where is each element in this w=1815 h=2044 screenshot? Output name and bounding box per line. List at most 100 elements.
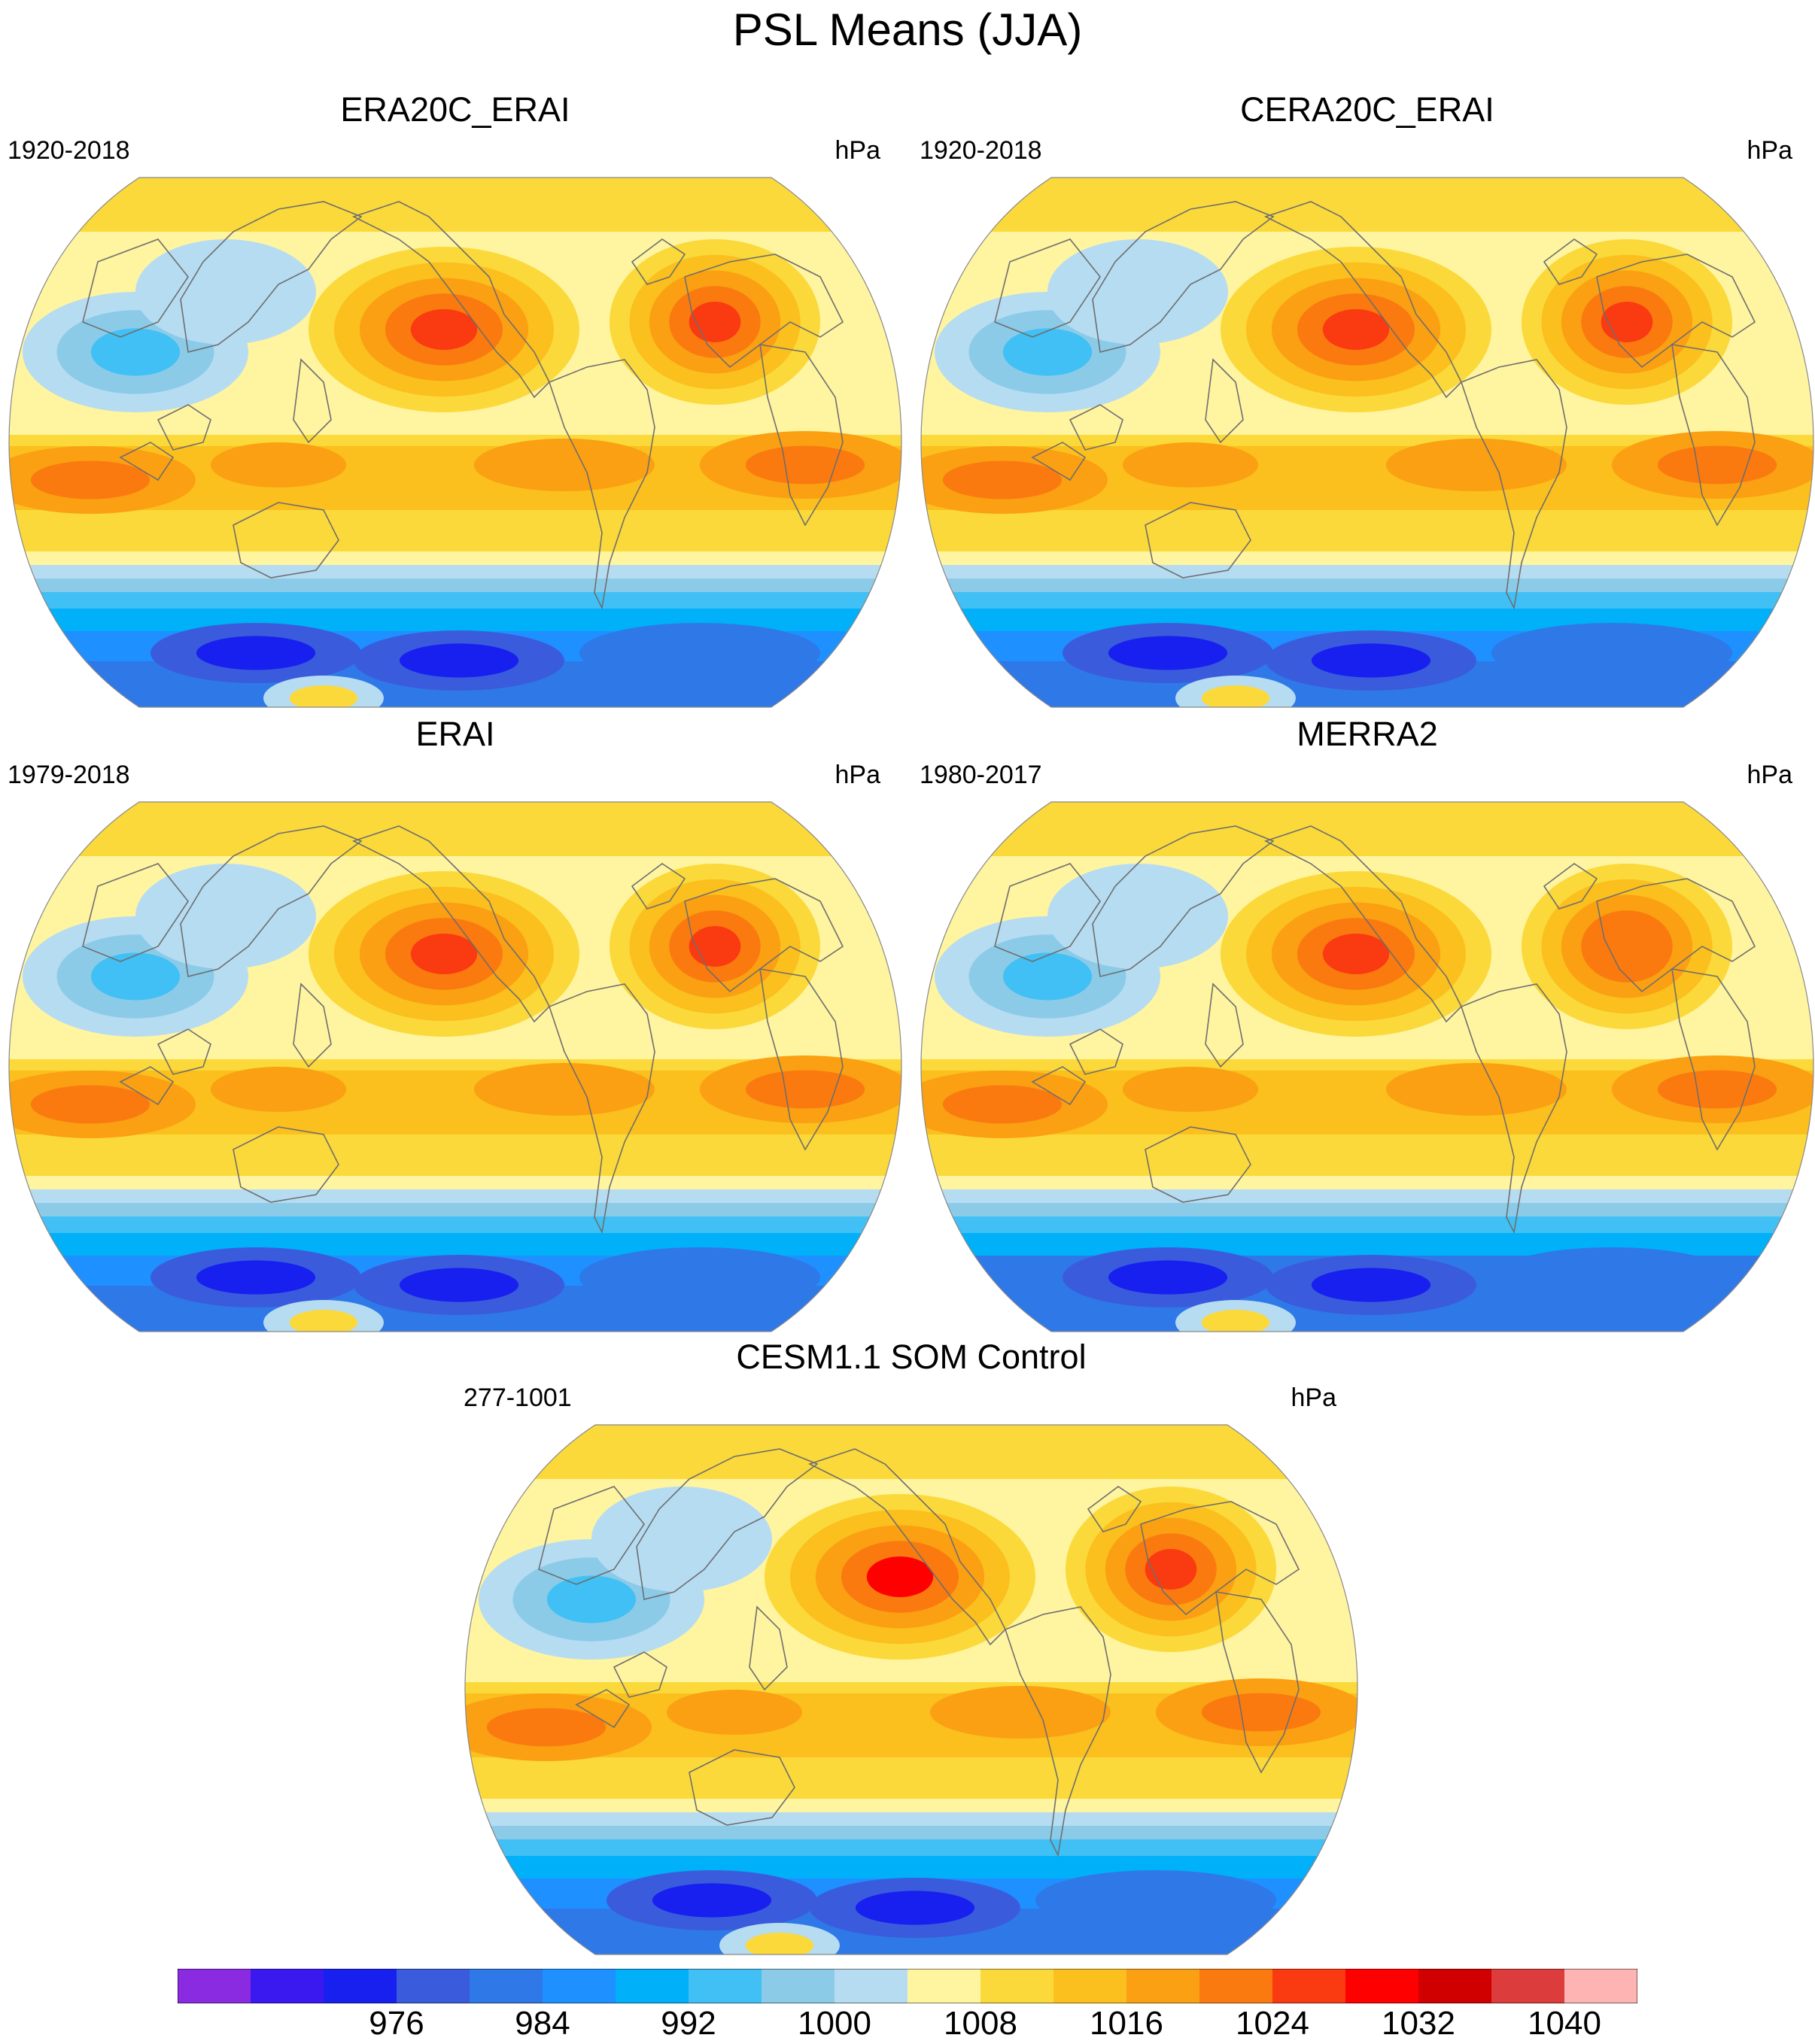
high-pressure-cell [689, 302, 741, 342]
low-pressure-cell [1002, 328, 1093, 376]
low-pressure-cell [1047, 864, 1228, 969]
coastline [1087, 1486, 1142, 1532]
colorbar-swatch [1345, 1969, 1419, 2003]
colorbar-swatch [251, 1969, 324, 2003]
high-pressure-cell [667, 1690, 802, 1735]
coastline [575, 1689, 631, 1729]
coastline [613, 1651, 667, 1698]
colorbar-tick-label: 976 [369, 2005, 424, 2042]
low-pressure-cell [1491, 623, 1732, 683]
pressure-band [465, 1780, 1357, 1799]
colorbar-labels: 976 984 992 1000 1008 1016 1024 1032 1040 [0, 2003, 1815, 2044]
high-pressure-cell [474, 1063, 655, 1116]
low-pressure-cell [90, 952, 181, 1001]
colorbar-swatch [543, 1969, 616, 2003]
high-pressure-cell [211, 442, 346, 487]
low-pressure-cell [90, 328, 181, 376]
colorbar-tick-label: 992 [661, 2005, 716, 2042]
colorbar-swatch [397, 1969, 470, 2003]
antarctic-plateau [1201, 1310, 1270, 1332]
panel-title: CERA20C_ERAI [1240, 90, 1494, 129]
coastline [1671, 344, 1756, 527]
high-pressure-cell [1123, 1067, 1258, 1112]
coastline [1145, 502, 1251, 579]
coastline [684, 878, 844, 993]
colorbar-tick-label: 1040 [1528, 2005, 1601, 2042]
high-pressure-cell [1601, 926, 1653, 967]
coastline [749, 1605, 788, 1691]
pressure-band [465, 1425, 1357, 1479]
low-pressure-cell [546, 1575, 637, 1623]
panel-title: CESM1.1 SOM Control [736, 1338, 1087, 1376]
colorbar-swatch [470, 1969, 543, 2003]
pressure-band [921, 1176, 1813, 1189]
pressure-band [465, 1856, 1357, 1878]
coastline [1140, 1501, 1300, 1616]
pressure-band [465, 1839, 1357, 1856]
pressure-band [921, 178, 1813, 232]
panel-cera20c-erai: CERA20C_ERAI 1920-2018 hPa [920, 89, 1815, 708]
pressure-band [9, 1233, 901, 1256]
pressure-band [9, 1216, 901, 1233]
low-pressure-cell [1002, 952, 1093, 1001]
low-pressure-cell [579, 623, 820, 683]
coastline [233, 502, 339, 579]
low-pressure-cell [1311, 643, 1431, 678]
high-pressure-cell [211, 1067, 346, 1112]
psl-map [8, 177, 902, 708]
coastline [684, 254, 844, 369]
pressure-band [9, 592, 901, 609]
coastline [1069, 1028, 1123, 1075]
panel-period: 1979-2018 [8, 761, 130, 789]
colorbar-tick-label: 1016 [1090, 2005, 1163, 2042]
coastline [1215, 1591, 1300, 1774]
coastline [293, 983, 332, 1068]
pressure-band [921, 1189, 1813, 1203]
pressure-band [921, 609, 1813, 631]
high-pressure-cell [1322, 934, 1390, 974]
colorbar-swatch [908, 1969, 981, 2003]
antarctic-plateau [745, 1933, 814, 1954]
low-pressure-cell [1108, 636, 1228, 670]
coastline [807, 1448, 1006, 1646]
panel-units: hPa [1291, 1383, 1337, 1412]
colorbar-swatch [178, 1969, 251, 2003]
high-pressure-cell [1123, 442, 1258, 487]
low-pressure-cell [1035, 1870, 1276, 1930]
coastline [1596, 254, 1756, 369]
coastline [1671, 968, 1756, 1151]
high-pressure-cell [474, 439, 655, 491]
coastline [994, 863, 1101, 962]
high-pressure-cell [410, 934, 478, 974]
antarctic-plateau [289, 685, 358, 707]
coastline [119, 442, 175, 481]
colorbar-swatch [1199, 1969, 1273, 2003]
panel-units: hPa [835, 761, 881, 789]
coastline [157, 1028, 211, 1075]
high-pressure-cell [1386, 439, 1567, 491]
coastline [1031, 1066, 1087, 1106]
psl-map [464, 1424, 1358, 1955]
pressure-band [9, 178, 901, 232]
antarctic-plateau [289, 1310, 358, 1332]
pressure-band [921, 802, 1813, 856]
pressure-band [9, 579, 901, 592]
pressure-band [465, 1812, 1357, 1826]
colorbar-swatch [1272, 1969, 1346, 2003]
colorbar-tick-label: 1032 [1382, 2005, 1455, 2042]
colorbar-tick-label: 1024 [1236, 2005, 1309, 2042]
low-pressure-cell [1047, 239, 1228, 345]
high-pressure-cell [1386, 1063, 1567, 1116]
panel-cesm-som-control: CESM1.1 SOM Control 277-1001 hPa [464, 1336, 1359, 1955]
panel-period: 277-1001 [464, 1383, 572, 1412]
coastline [549, 359, 655, 610]
coastline [1069, 404, 1123, 451]
coastline [351, 201, 550, 399]
coastline [538, 1486, 645, 1585]
coastline [1543, 863, 1598, 910]
high-pressure-cell [942, 1085, 1063, 1124]
colorbar-swatch [1491, 1969, 1565, 2003]
coastline [1543, 238, 1598, 285]
low-pressure-cell [135, 239, 316, 345]
colorbar-tick-label: 984 [515, 2005, 570, 2042]
